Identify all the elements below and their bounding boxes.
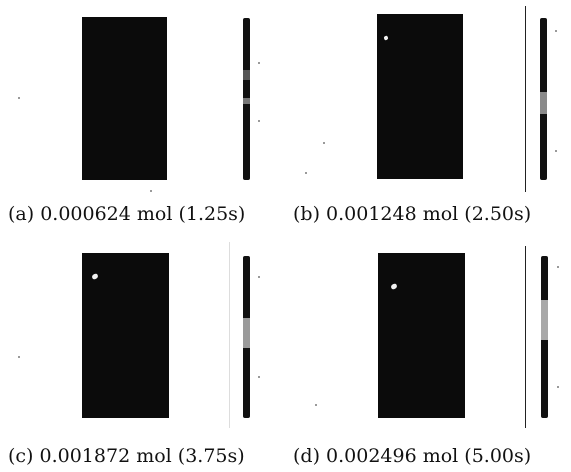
noise-speck [557,266,559,268]
noise-speck [18,356,20,358]
panel-caption: (a) 0.000624 mol (1.25s) [8,203,246,225]
noise-speck [557,386,559,388]
colorbar-light-band [540,92,547,114]
colorbar [540,18,547,180]
panel-caption: (d) 0.002496 mol (5.00s) [293,445,532,467]
noise-speck [305,172,307,174]
contour-block [378,253,465,418]
colorbar [243,18,250,180]
panel-c: (c) 0.001872 mol (3.75s) [0,236,285,472]
divider-line [229,242,230,428]
panel-b: (b) 0.001248 mol (2.50s) [285,0,570,236]
noise-speck [258,376,260,378]
contour-block [377,14,463,179]
contour-block [82,17,167,180]
noise-speck [323,142,325,144]
colorbar [541,256,548,418]
colorbar-light-band [541,300,548,340]
panel-a: (a) 0.000624 mol (1.25s) [0,0,285,236]
colorbar-light-band [243,98,250,104]
noise-speck [258,120,260,122]
panel-caption: (c) 0.001872 mol (3.75s) [8,445,245,467]
colorbar-light-band [243,70,250,80]
noise-speck [555,150,557,152]
colorbar-light-band [243,318,250,348]
noise-speck [555,30,557,32]
contour-block [82,253,169,418]
noise-speck [150,190,152,192]
colorbar [243,256,250,418]
noise-speck [18,97,20,99]
panel-d: (d) 0.002496 mol (5.00s) [285,236,570,472]
divider-line [525,6,526,192]
divider-line [525,246,526,428]
noise-speck [258,62,260,64]
noise-speck [315,404,317,406]
noise-speck [258,276,260,278]
panel-caption: (b) 0.001248 mol (2.50s) [293,203,532,225]
